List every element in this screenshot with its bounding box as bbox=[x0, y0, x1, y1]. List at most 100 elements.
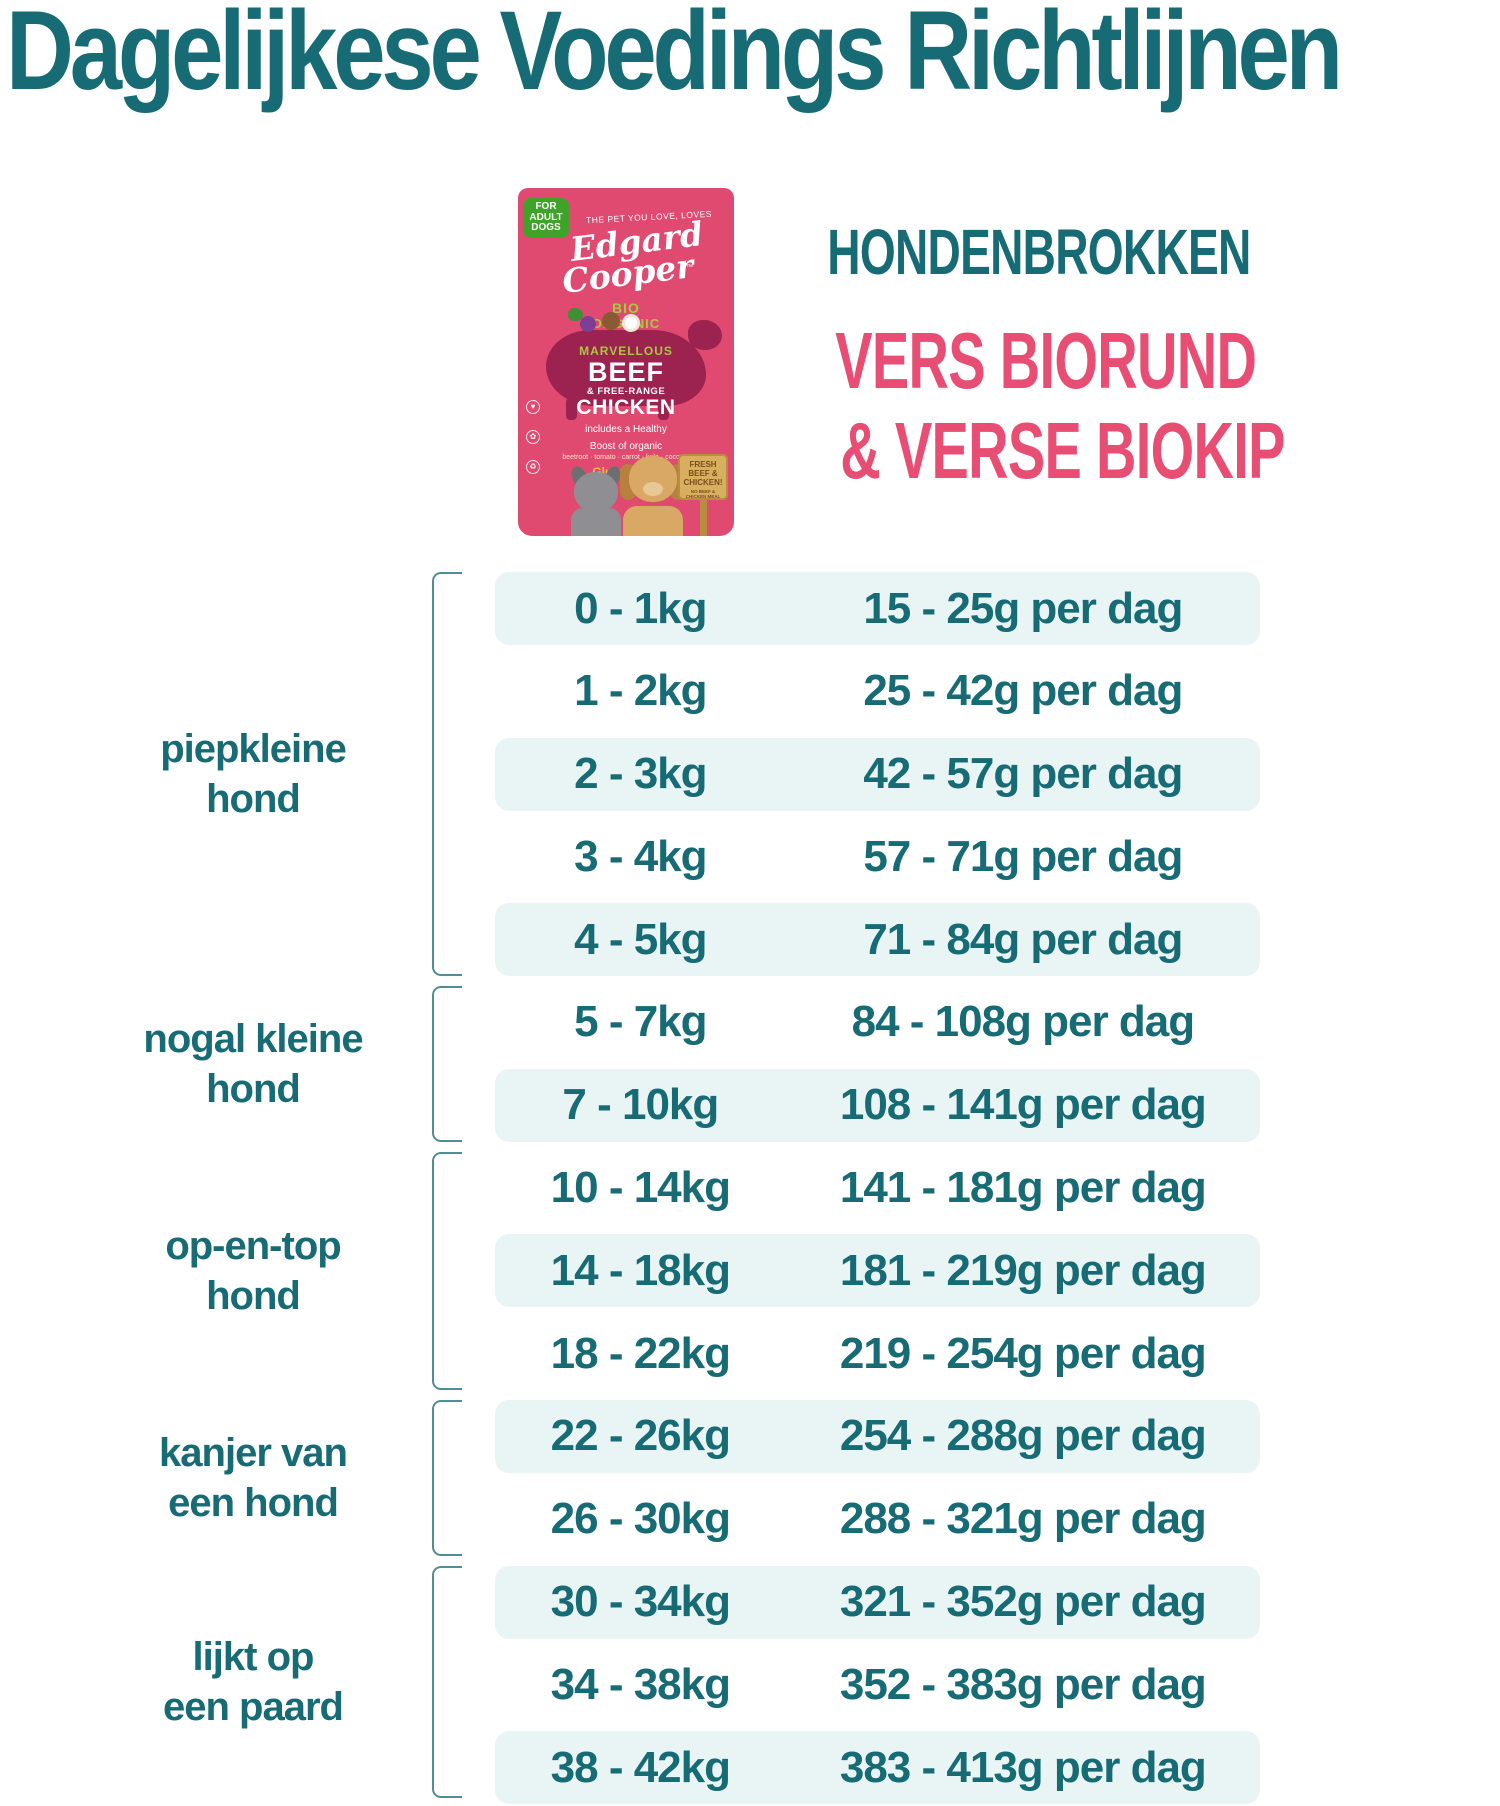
weight-range: 18 - 22kg bbox=[550, 1328, 731, 1378]
daily-amount: 15 - 25g per dag bbox=[863, 583, 1183, 633]
certification-icon: ♥ bbox=[526, 400, 540, 414]
table-row: 22 - 26kg 254 - 288g per dag bbox=[495, 1399, 1260, 1473]
daily-amount: 383 - 413g per dag bbox=[839, 1742, 1207, 1792]
cow-leg bbox=[566, 398, 577, 420]
group-label-line: hond bbox=[206, 1067, 301, 1111]
group-bracket-nogal-kleine bbox=[432, 986, 462, 1142]
daily-amount: 288 - 321g per dag bbox=[839, 1494, 1207, 1544]
group-label-line: kanjer van bbox=[159, 1431, 348, 1475]
daily-amount: 84 - 108g per dag bbox=[851, 997, 1195, 1047]
sign-line: CHICKEN! bbox=[683, 478, 723, 487]
group-bracket-op-en-top bbox=[432, 1152, 462, 1390]
product-bag-image: FOR ADULT DOGS THE PET YOU LOVE, LOVES E… bbox=[518, 188, 734, 536]
feeding-table: 0 - 1kg 15 - 25g per dag 1 - 2kg 25 - 42g … bbox=[495, 572, 1260, 1806]
sign-line: FRESH bbox=[689, 460, 717, 469]
sign-subline: NO BEEF & CHICKEN MEAL bbox=[685, 489, 721, 499]
weight-range: 3 - 4kg bbox=[574, 831, 707, 881]
table-row: 34 - 38kg 352 - 383g per dag bbox=[495, 1648, 1260, 1721]
daily-amount: 321 - 352g per dag bbox=[839, 1577, 1207, 1627]
weight-range: 34 - 38kg bbox=[550, 1659, 731, 1709]
dog-snout bbox=[643, 482, 663, 496]
certification-icon: ♻ bbox=[526, 460, 540, 474]
table-row: 3 - 4kg 57 - 71g per dag bbox=[495, 820, 1260, 893]
page-title: Dagelijkese Voedings Richtlijnen bbox=[6, 0, 1343, 113]
weight-range: 4 - 5kg bbox=[574, 914, 707, 964]
certification-icon: ✿ bbox=[526, 430, 540, 444]
kale-icon bbox=[568, 308, 583, 321]
group-label-line: een paard bbox=[163, 1685, 344, 1729]
free-range-label: & FREE-RANGE bbox=[586, 386, 666, 397]
table-row: 7 - 10kg 108 - 141g per dag bbox=[495, 1068, 1260, 1142]
ingredients-line: beetroot · tomato · carrot · kale · coco… bbox=[562, 454, 690, 461]
table-row: 1 - 2kg 25 - 42g per dag bbox=[495, 655, 1260, 728]
marvellous-label: MARVELLOUS bbox=[579, 344, 673, 358]
daily-amount: 71 - 84g per dag bbox=[863, 914, 1183, 964]
coconut-icon bbox=[622, 314, 640, 332]
group-label-kanjer-van-een-hond: kanjer van een hond bbox=[73, 1428, 433, 1528]
table-row: 38 - 42kg 383 - 413g per dag bbox=[495, 1731, 1260, 1805]
chicken-label: CHICKEN bbox=[576, 396, 676, 419]
adult-dogs-badge: FOR ADULT DOGS bbox=[523, 198, 569, 238]
group-label-piepkleine-hond: piepkleine hond bbox=[73, 724, 433, 824]
spacer bbox=[745, 294, 1255, 316]
daily-amount: 108 - 141g per dag bbox=[839, 1080, 1207, 1130]
daily-amount: 219 - 254g per dag bbox=[839, 1328, 1207, 1378]
group-label-line: hond bbox=[206, 777, 301, 821]
daily-amount: 352 - 383g per dag bbox=[839, 1659, 1207, 1709]
bio-label: BIO bbox=[612, 300, 640, 316]
grey-dog-illustration bbox=[566, 464, 626, 536]
group-bracket-piepkleine bbox=[432, 572, 462, 976]
group-label-line: op-en-top bbox=[165, 1224, 341, 1268]
cow-leg bbox=[658, 398, 669, 420]
weight-range: 38 - 42kg bbox=[550, 1742, 731, 1792]
beetroot-icon bbox=[580, 316, 596, 332]
weight-range: 14 - 18kg bbox=[550, 1245, 731, 1295]
weight-range: 26 - 30kg bbox=[550, 1494, 731, 1544]
cow-head bbox=[688, 320, 722, 350]
daily-amount: 181 - 219g per dag bbox=[839, 1245, 1207, 1295]
cow-silhouette bbox=[546, 330, 706, 406]
daily-amount: 57 - 71g per dag bbox=[863, 831, 1183, 881]
table-row: 14 - 18kg 181 - 219g per dag bbox=[495, 1234, 1260, 1308]
table-row: 18 - 22kg 219 - 254g per dag bbox=[495, 1317, 1260, 1390]
weight-range: 22 - 26kg bbox=[550, 1411, 731, 1461]
product-heading-block: HONDENBROKKEN VERS BIORUND & VERSE BIOKI… bbox=[745, 210, 1285, 496]
daily-amount: 25 - 42g per dag bbox=[863, 666, 1183, 716]
group-bracket-kanjer bbox=[432, 1400, 462, 1556]
daily-amount: 141 - 181g per dag bbox=[839, 1163, 1207, 1213]
weight-range: 0 - 1kg bbox=[574, 583, 707, 633]
table-row: 2 - 3kg 42 - 57g per dag bbox=[495, 737, 1260, 811]
table-row: 30 - 34kg 321 - 352g per dag bbox=[495, 1565, 1260, 1639]
table-row: 10 - 14kg 141 - 181g per dag bbox=[495, 1152, 1260, 1225]
beef-label: BEEF bbox=[587, 357, 664, 387]
weight-range: 10 - 14kg bbox=[550, 1163, 731, 1213]
tomato-icon bbox=[602, 312, 620, 330]
group-label-op-en-top-hond: op-en-top hond bbox=[73, 1221, 433, 1321]
sign-post bbox=[700, 496, 707, 536]
table-row: 5 - 7kg 84 - 108g per dag bbox=[495, 986, 1260, 1059]
weight-range: 5 - 7kg bbox=[574, 997, 707, 1047]
daily-amount: 42 - 57g per dag bbox=[863, 749, 1183, 799]
product-subheading-line2: & VERSE BIOKIP bbox=[840, 406, 1285, 495]
product-subheading-line1: VERS BIORUND bbox=[835, 316, 1257, 405]
dog-body bbox=[571, 508, 621, 536]
dog-body bbox=[623, 506, 683, 536]
dog-head bbox=[574, 472, 618, 512]
group-bracket-paard bbox=[432, 1566, 462, 1798]
group-label-line: lijkt op bbox=[192, 1635, 315, 1679]
trademark-symbol: ™ bbox=[686, 264, 693, 271]
weight-range: 30 - 34kg bbox=[550, 1577, 731, 1627]
table-row: 4 - 5kg 71 - 84g per dag bbox=[495, 903, 1260, 977]
table-row: 26 - 30kg 288 - 321g per dag bbox=[495, 1483, 1260, 1556]
product-heading: HONDENBROKKEN bbox=[827, 216, 1251, 288]
group-label-line: nogal kleine bbox=[143, 1017, 363, 1061]
weight-range: 2 - 3kg bbox=[574, 749, 707, 799]
weight-range: 7 - 10kg bbox=[562, 1080, 719, 1130]
fresh-meat-sign: FRESH BEEF & CHICKEN! NO BEEF & CHICKEN … bbox=[678, 454, 728, 500]
group-label-lijkt-op-een-paard: lijkt op een paard bbox=[73, 1632, 433, 1732]
daily-amount: 254 - 288g per dag bbox=[839, 1411, 1207, 1461]
table-row: 0 - 1kg 15 - 25g per dag bbox=[495, 572, 1260, 645]
includes-line1: includes a Healthy bbox=[585, 424, 667, 435]
group-label-line: een hond bbox=[168, 1481, 339, 1525]
